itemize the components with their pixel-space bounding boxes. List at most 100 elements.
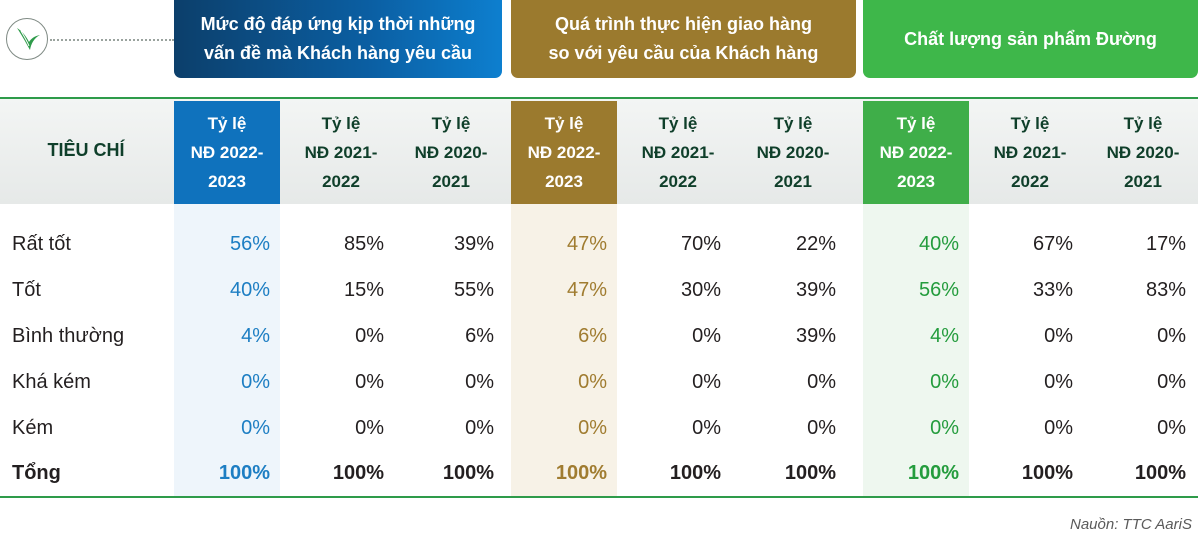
- table-cell: 100%: [1134, 462, 1186, 484]
- column-header-line3: 2023: [897, 172, 935, 191]
- table-cell: 100%: [442, 462, 494, 484]
- column-header-line3: 2021: [432, 172, 470, 191]
- table-cell: 0%: [1044, 371, 1073, 393]
- table-cell: 0%: [465, 371, 494, 393]
- table-cell: 0%: [692, 417, 721, 439]
- row-label: Rất tốt: [12, 233, 71, 255]
- table-cell: 100%: [669, 462, 721, 484]
- group-title-line1: Mức độ đáp ứng kịp thời những: [200, 14, 476, 34]
- column-header-line3: 2023: [545, 172, 583, 191]
- column-header: Tỷ lệ NĐ 2020- 2021: [740, 101, 846, 204]
- column-header-line2: NĐ 2021-: [304, 143, 378, 162]
- table-cell: 15%: [343, 279, 384, 301]
- table-cell: 0%: [465, 417, 494, 439]
- table-cell: 100%: [555, 462, 607, 484]
- column-shade: [511, 204, 617, 496]
- group-header-response: Mức độ đáp ứng kịp thời những vấn đề mà …: [174, 0, 502, 78]
- table-cell: 30%: [680, 279, 721, 301]
- column-header-line2: NĐ 2021-: [993, 143, 1067, 162]
- column-header: Tỷ lệ NĐ 2022- 2023: [174, 101, 280, 204]
- row-label: Tốt: [12, 279, 41, 301]
- column-header-line3: 2021: [774, 172, 812, 191]
- table-cell: 100%: [332, 462, 384, 484]
- table-bottom-border: [0, 496, 1198, 498]
- column-header-line3: 2022: [322, 172, 360, 191]
- column-header: Tỷ lệ NĐ 2022- 2023: [863, 101, 969, 204]
- group-title-line1: Chất lượng sản phẩm Đường: [904, 28, 1157, 49]
- table-cell: 39%: [453, 233, 494, 255]
- table-cell: 4%: [930, 325, 959, 347]
- table-cell: 33%: [1032, 279, 1073, 301]
- header-divider: [50, 39, 174, 41]
- table-cell: 0%: [355, 325, 384, 347]
- table-cell: 0%: [241, 371, 270, 393]
- column-header: Tỷ lệ NĐ 2021- 2022: [977, 101, 1083, 204]
- table-cell: 100%: [218, 462, 270, 484]
- table-cell: 0%: [807, 371, 836, 393]
- group-header-quality: Chất lượng sản phẩm Đường: [863, 0, 1198, 78]
- table-cell: 83%: [1145, 279, 1186, 301]
- group-title-line2: vấn đề mà Khách hàng yêu cầu: [203, 43, 473, 63]
- table-cell: 0%: [807, 417, 836, 439]
- table-cell: 100%: [784, 462, 836, 484]
- column-header: Tỷ lệ NĐ 2021- 2022: [288, 101, 394, 204]
- column-header-line3: 2021: [1124, 172, 1162, 191]
- column-header: Tỷ lệ NĐ 2020- 2021: [398, 101, 504, 204]
- table-cell: 100%: [1021, 462, 1073, 484]
- table-cell: 0%: [692, 371, 721, 393]
- column-header-line1: Tỷ lệ: [321, 114, 361, 133]
- group-title-line2: so với yêu cầu của Khách hàng: [548, 43, 819, 63]
- table-cell: 0%: [578, 417, 607, 439]
- table-cell: 17%: [1145, 233, 1186, 255]
- table-cell: 22%: [795, 233, 836, 255]
- row-label: Tổng: [12, 462, 61, 484]
- table-cell: 6%: [578, 325, 607, 347]
- column-header-line2: NĐ 2020-: [414, 143, 488, 162]
- column-header-line3: 2022: [1011, 172, 1049, 191]
- column-shade: [863, 204, 969, 496]
- table-cell: 85%: [343, 233, 384, 255]
- table-cell: 6%: [465, 325, 494, 347]
- table-cell: 56%: [229, 233, 270, 255]
- column-header-line2: NĐ 2022-: [527, 143, 601, 162]
- table-cell: 0%: [1157, 417, 1186, 439]
- table-cell: 0%: [355, 417, 384, 439]
- column-header-line2: NĐ 2020-: [1106, 143, 1180, 162]
- row-label: Kém: [12, 417, 54, 439]
- source-note: Nauồn: TTC AariS: [1070, 516, 1192, 533]
- column-shade: [174, 204, 280, 496]
- column-header-line3: 2022: [659, 172, 697, 191]
- table-cell: 40%: [229, 279, 270, 301]
- column-header-line1: Tỷ lệ: [207, 114, 247, 133]
- table-cell: 56%: [918, 279, 959, 301]
- table-cell: 0%: [241, 417, 270, 439]
- column-header-line1: Tỷ lệ: [658, 114, 698, 133]
- column-header-line1: Tỷ lệ: [896, 114, 936, 133]
- row-label: Khá kém: [12, 371, 91, 393]
- column-header: Tỷ lệ NĐ 2022- 2023: [511, 101, 617, 204]
- table-cell: 0%: [1044, 325, 1073, 347]
- table-cell: 55%: [453, 279, 494, 301]
- table-cell: 0%: [930, 417, 959, 439]
- criteria-header: TIÊU CHÍ: [47, 140, 125, 160]
- table-cell: 0%: [692, 325, 721, 347]
- table-cell: 47%: [566, 233, 607, 255]
- column-header-line2: NĐ 2020-: [756, 143, 830, 162]
- row-label: Bình thường: [12, 325, 125, 347]
- table-cell: 39%: [795, 279, 836, 301]
- table-cell: 0%: [355, 371, 384, 393]
- table-cell: 0%: [1044, 417, 1073, 439]
- column-header-line1: Tỷ lệ: [544, 114, 584, 133]
- table-cell: 4%: [241, 325, 270, 347]
- column-header-line1: Tỷ lệ: [1010, 114, 1050, 133]
- column-header-line1: Tỷ lệ: [431, 114, 471, 133]
- column-header: Tỷ lệ NĐ 2021- 2022: [625, 101, 731, 204]
- leaf-logo-icon: [6, 18, 48, 60]
- table-cell: 100%: [907, 462, 959, 484]
- column-header-line3: 2023: [208, 172, 246, 191]
- table-cell: 47%: [566, 279, 607, 301]
- column-header: Tỷ lệ NĐ 2020- 2021: [1090, 101, 1196, 204]
- table-cell: 40%: [918, 233, 959, 255]
- column-header-line2: NĐ 2021-: [641, 143, 715, 162]
- table-cell: 67%: [1032, 233, 1073, 255]
